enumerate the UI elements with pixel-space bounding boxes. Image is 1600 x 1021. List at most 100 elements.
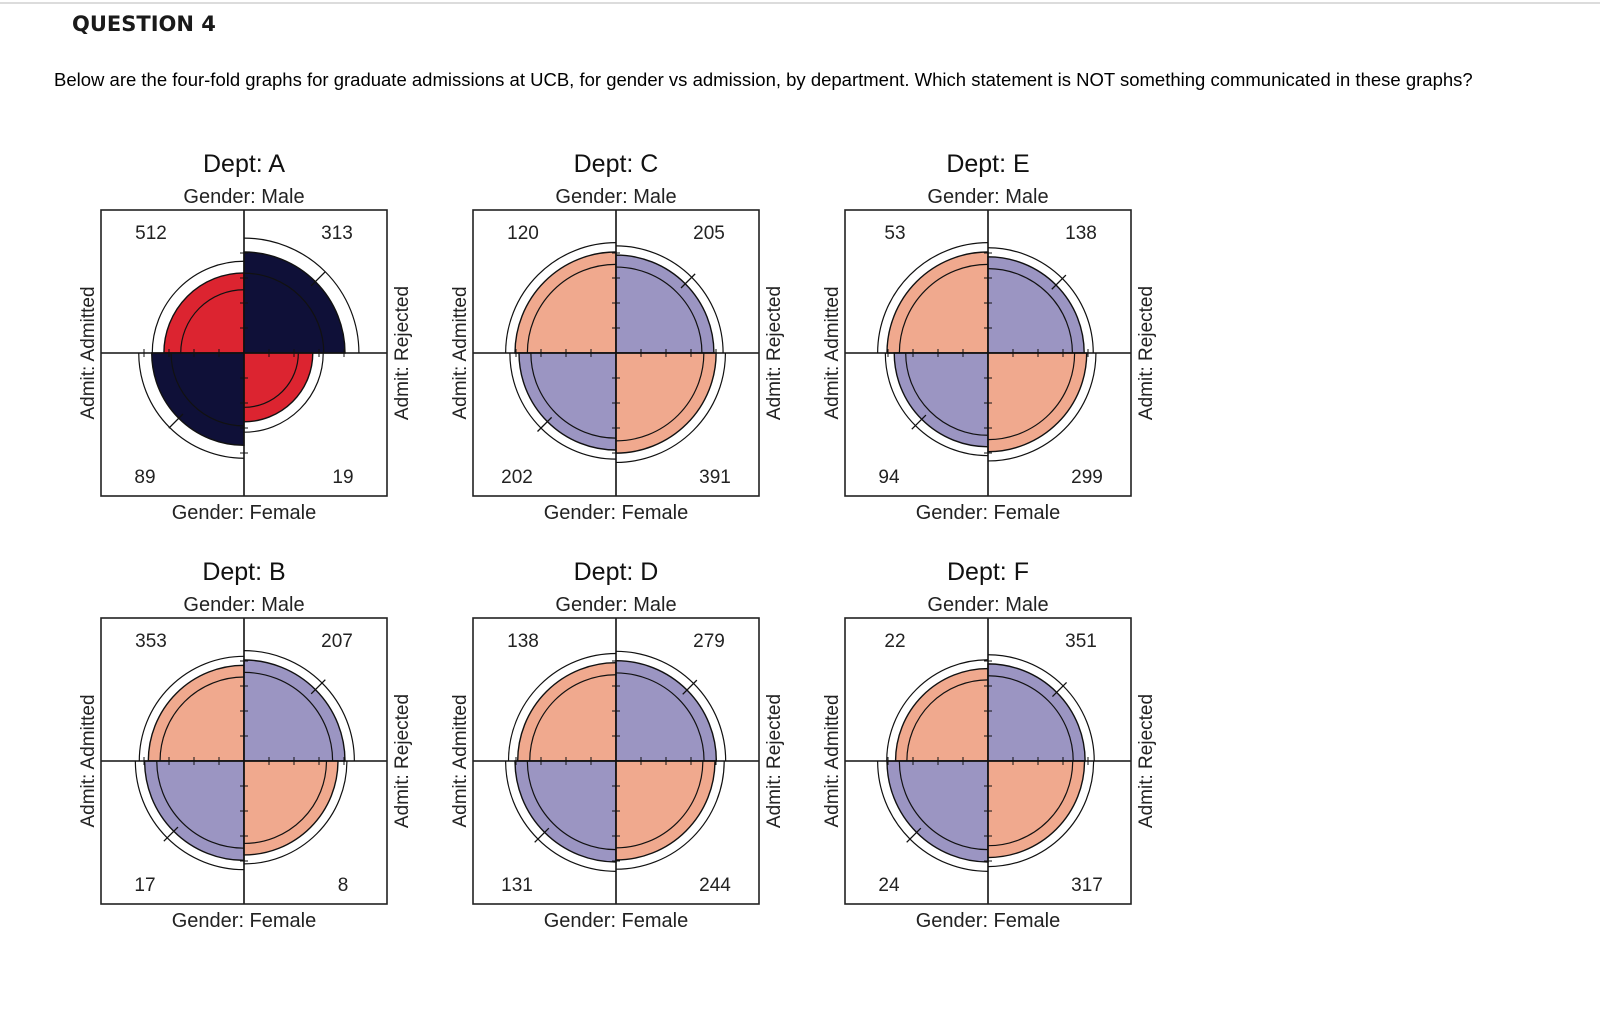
- diagonal-tick: [310, 679, 326, 695]
- count-male-admitted: 53: [884, 223, 905, 244]
- confidence-ring: [243, 760, 328, 845]
- quadrant-male-rejected: [243, 251, 346, 354]
- label-admit-admitted: Admit: Admitted: [450, 286, 471, 419]
- confidence-ring: [898, 263, 989, 354]
- count-male-admitted: 22: [884, 631, 905, 652]
- quadrant-female-admitted: [143, 760, 245, 862]
- label-admit-admitted: Admit: Admitted: [450, 694, 471, 827]
- quadrant-female-rejected: [987, 760, 1086, 859]
- count-male-rejected: 205: [693, 223, 725, 244]
- fourfold-chart-2: 120 205 202 391 Dept: C Gender: Male Gender: F…: [450, 150, 785, 524]
- label-admit-admitted: Admit: Admitted: [78, 286, 99, 419]
- chart-title: Dept: D: [574, 558, 659, 586]
- diagonal-tick: [168, 413, 184, 429]
- quadrant-male-rejected: [615, 659, 718, 762]
- quadrant-female-admitted: [893, 352, 989, 448]
- fourfold-chart-5: 138 279 131 244 Dept: D Gender: Male Gender: F…: [450, 558, 785, 932]
- confidence-ring: [615, 672, 705, 762]
- count-female-rejected: 8: [338, 875, 349, 896]
- label-gender-female: Gender: Female: [172, 502, 317, 524]
- count-male-admitted: 353: [135, 631, 167, 652]
- diagonal-tick: [906, 827, 922, 843]
- fourfold-chart-1: 512 313 89 19 Dept: A Gender: Male Gender: Fem…: [78, 150, 413, 524]
- count-male-admitted: 120: [507, 223, 539, 244]
- label-gender-female: Gender: Female: [916, 910, 1061, 932]
- confidence-ring: [615, 352, 705, 442]
- label-gender-male: Gender: Male: [183, 594, 304, 616]
- top-divider: [0, 2, 1600, 4]
- label-admit-rejected: Admit: Rejected: [1136, 694, 1157, 828]
- confidence-ring: [170, 352, 245, 427]
- diagonal-tick: [682, 679, 698, 695]
- label-admit-rejected: Admit: Rejected: [1136, 286, 1157, 420]
- chart-frame: [472, 617, 760, 905]
- quadrant-female-rejected: [615, 352, 717, 454]
- label-gender-female: Gender: Female: [544, 910, 689, 932]
- confidence-ring: [526, 760, 617, 851]
- confidence-ring: [138, 655, 245, 762]
- confidence-ring: [615, 266, 703, 354]
- quadrant-male-admitted: [147, 664, 245, 762]
- quadrant-male-admitted: [886, 251, 989, 354]
- confidence-ring: [615, 760, 704, 849]
- confidence-ring: [151, 260, 245, 354]
- count-female-rejected: 299: [1071, 467, 1103, 488]
- confidence-ring: [505, 242, 617, 354]
- confidence-ring: [243, 671, 334, 762]
- count-female-rejected: 244: [699, 875, 731, 896]
- quadrant-male-admitted: [163, 272, 245, 354]
- chart-frame: [844, 617, 1132, 905]
- confidence-ring: [906, 679, 989, 762]
- quadrant-male-admitted: [516, 661, 617, 762]
- quadrant-male-rejected: [987, 256, 1085, 354]
- count-female-rejected: 391: [699, 467, 731, 488]
- confidence-ring: [987, 352, 1097, 462]
- confidence-ring: [530, 352, 617, 439]
- fourfold-chart-3: 53 138 94 299 Dept: E Gender: Male Gender: Fem…: [822, 150, 1157, 524]
- count-female-rejected: 317: [1071, 875, 1103, 896]
- chart-title: Dept: F: [947, 558, 1029, 586]
- confidence-ring: [615, 352, 727, 464]
- quadrant-female-admitted: [886, 760, 989, 863]
- confidence-ring: [987, 675, 1074, 762]
- count-male-rejected: 279: [693, 631, 725, 652]
- diagonal-tick: [534, 827, 550, 843]
- count-female-admitted: 17: [134, 875, 155, 896]
- confidence-ring: [507, 652, 617, 762]
- label-admit-rejected: Admit: Rejected: [392, 694, 413, 828]
- diagonal-tick: [1051, 681, 1068, 698]
- confidence-ring: [905, 352, 989, 436]
- chart-frame: [844, 209, 1132, 497]
- question-prompt: Below are the four-fold graphs for gradu…: [54, 69, 1473, 90]
- chart-frame: [100, 209, 388, 497]
- chart-title: Dept: A: [203, 150, 285, 178]
- diagonal-tick: [1051, 274, 1067, 290]
- quadrant-male-admitted: [894, 667, 989, 762]
- quadrant-female-admitted: [518, 352, 617, 451]
- quadrant-female-rejected: [243, 760, 339, 856]
- diagonal-tick: [310, 271, 326, 287]
- confidence-ring: [898, 760, 989, 851]
- quadrant-male-rejected: [987, 663, 1086, 762]
- label-gender-male: Gender: Male: [555, 594, 676, 616]
- count-male-rejected: 138: [1065, 223, 1097, 244]
- confidence-ring: [987, 760, 1074, 847]
- chart-frame: [100, 617, 388, 905]
- quadrant-female-rejected: [243, 352, 314, 423]
- count-female-admitted: 24: [878, 875, 900, 896]
- confidence-ring: [243, 352, 324, 433]
- chart-title: Dept: E: [946, 150, 1029, 178]
- diagonal-tick: [911, 414, 927, 430]
- count-male-rejected: 207: [321, 631, 353, 652]
- quadrant-female-admitted: [151, 352, 245, 446]
- diagonal-tick: [163, 826, 179, 842]
- label-gender-male: Gender: Male: [555, 186, 676, 208]
- confidence-ring: [180, 289, 245, 354]
- question-title: QUESTION 4: [72, 12, 216, 36]
- confidence-ring: [615, 760, 725, 870]
- label-gender-male: Gender: Male: [927, 594, 1048, 616]
- count-female-rejected: 19: [332, 467, 353, 488]
- quadrant-female-rejected: [615, 760, 716, 861]
- confidence-ring: [886, 659, 989, 762]
